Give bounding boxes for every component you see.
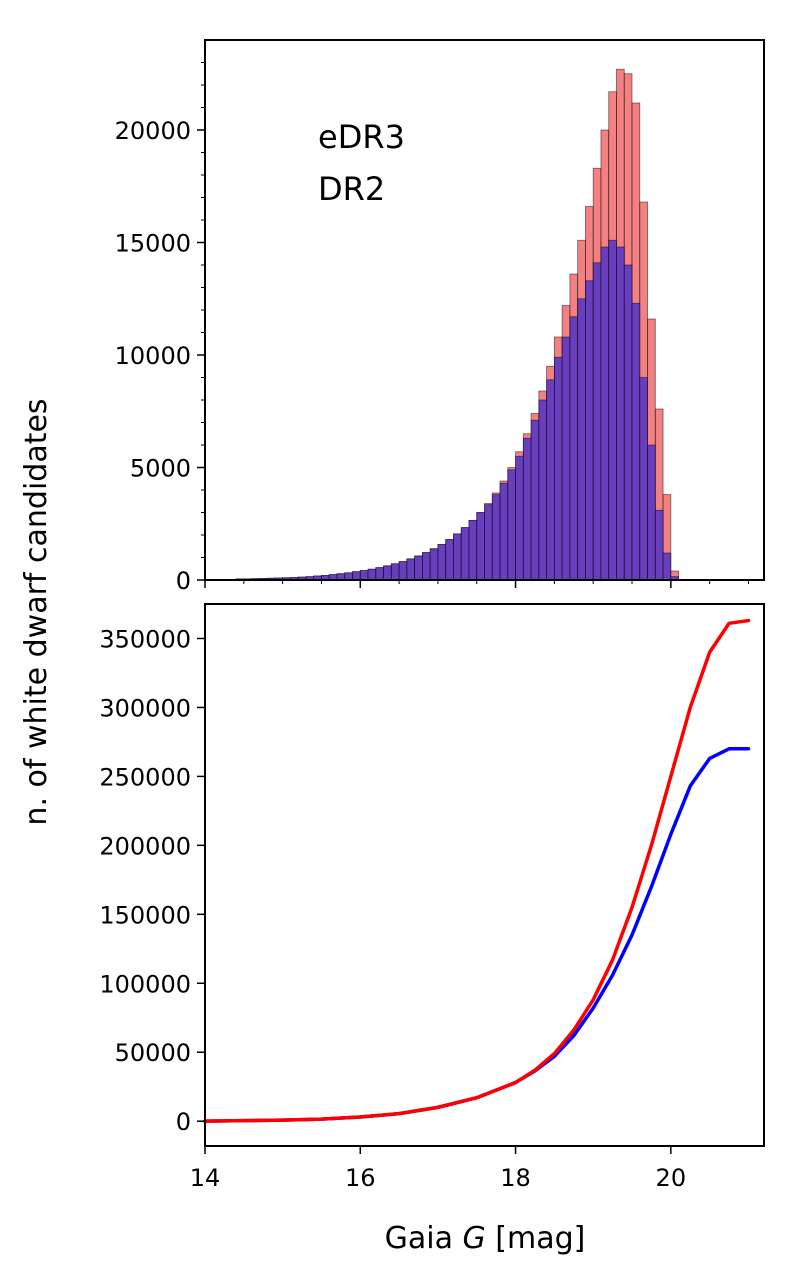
- bar-dr2: [406, 558, 416, 581]
- line-edr3: [203, 618, 751, 1123]
- bar-dr2: [538, 399, 548, 581]
- bar-dr2: [344, 572, 353, 581]
- y-tick-label-bottom: 50000: [115, 1039, 191, 1067]
- bar-dr2: [616, 246, 625, 581]
- bar-dr2: [654, 509, 664, 581]
- histogram-bars: [235, 68, 679, 581]
- bar-dr2: [390, 563, 400, 581]
- bar-dr2: [429, 548, 439, 581]
- bar-dr2: [662, 552, 672, 581]
- y-tick-label-top: 15000: [115, 230, 191, 258]
- bar-dr2: [437, 544, 447, 581]
- bar-dr2: [453, 533, 462, 581]
- bar-dr2: [352, 571, 361, 581]
- y-tick-label-top: 5000: [130, 455, 191, 483]
- bar-dr2: [507, 469, 516, 581]
- bar-dr2: [375, 567, 384, 581]
- cumulative-frame: [204, 603, 765, 1147]
- x-axis-title-part-3: [mag]: [486, 1221, 586, 1256]
- bar-dr2: [561, 336, 571, 581]
- bar-dr2: [468, 519, 478, 581]
- bar-dr2: [546, 379, 555, 581]
- x-axis-title-part-1: Gaia: [385, 1221, 463, 1256]
- bar-dr2: [623, 264, 633, 581]
- bar-dr2: [445, 539, 454, 581]
- bar-dr2: [569, 316, 579, 581]
- histogram-panel: 0 5000 10000 15000 20000 eDR3 DR2: [115, 39, 765, 595]
- cumulative-ticks: 0 50000 100000 150000 200000 250000 300000 3500…: [99, 625, 686, 1192]
- cumulative-lines: [203, 618, 751, 1123]
- bar-dr2: [414, 555, 423, 581]
- y-tick-label-top: 20000: [115, 117, 191, 145]
- bar-dr2: [491, 494, 501, 581]
- bar-dr2: [631, 302, 641, 581]
- x-tick-label-bottom: 20: [656, 1164, 687, 1192]
- y-tick-label-bottom: 200000: [99, 832, 191, 860]
- bar-dr2: [553, 356, 563, 581]
- legend-edr3: eDR3: [318, 118, 405, 156]
- bar-dr2: [577, 298, 586, 581]
- legend-dr2: DR2: [318, 170, 385, 208]
- bar-dr2: [515, 455, 524, 581]
- bar-dr2: [359, 570, 369, 581]
- x-tick-label-bottom: 18: [500, 1164, 531, 1192]
- histogram-frame: [204, 39, 765, 581]
- x-tick-label-bottom: 14: [190, 1164, 221, 1192]
- bar-dr2: [639, 377, 648, 581]
- bar-dr2: [585, 280, 594, 581]
- y-tick-label-bottom: 150000: [99, 901, 191, 929]
- cumulative-panel: 0 50000 100000 150000 200000 250000 300000 3500…: [99, 603, 765, 1256]
- bar-dr2: [530, 419, 540, 581]
- bar-dr2: [592, 262, 602, 581]
- bar-dr2: [522, 437, 532, 581]
- histogram-ticks: 0 5000 10000 15000 20000: [115, 62, 749, 595]
- y-tick-label-top: 10000: [115, 342, 191, 370]
- x-axis-title: Gaia G [mag]: [385, 1221, 586, 1256]
- bar-dr2: [398, 561, 408, 581]
- bar-dr2: [647, 444, 656, 581]
- y-tick-label-bottom: 350000: [99, 625, 191, 653]
- line-dr2: [203, 747, 751, 1123]
- y-tick-label-top: 0: [176, 567, 191, 595]
- bar-dr2: [600, 246, 610, 581]
- bar-dr2: [460, 527, 470, 581]
- y-axis-title: n. of white dwarf candidates: [19, 398, 54, 825]
- y-tick-label-bottom: 0: [176, 1108, 191, 1136]
- x-tick-label-bottom: 16: [345, 1164, 376, 1192]
- bar-dr2: [476, 512, 485, 581]
- bar-dr2: [499, 482, 509, 581]
- bar-dr2: [367, 568, 377, 581]
- bar-dr2: [421, 552, 431, 581]
- bar-dr2: [608, 239, 617, 581]
- bar-dr2: [484, 504, 493, 581]
- y-tick-label-bottom: 100000: [99, 970, 191, 998]
- y-tick-label-bottom: 250000: [99, 763, 191, 791]
- bar-dr2: [383, 565, 392, 581]
- y-tick-label-bottom: 300000: [99, 694, 191, 722]
- x-axis-title-italic: G: [463, 1221, 486, 1256]
